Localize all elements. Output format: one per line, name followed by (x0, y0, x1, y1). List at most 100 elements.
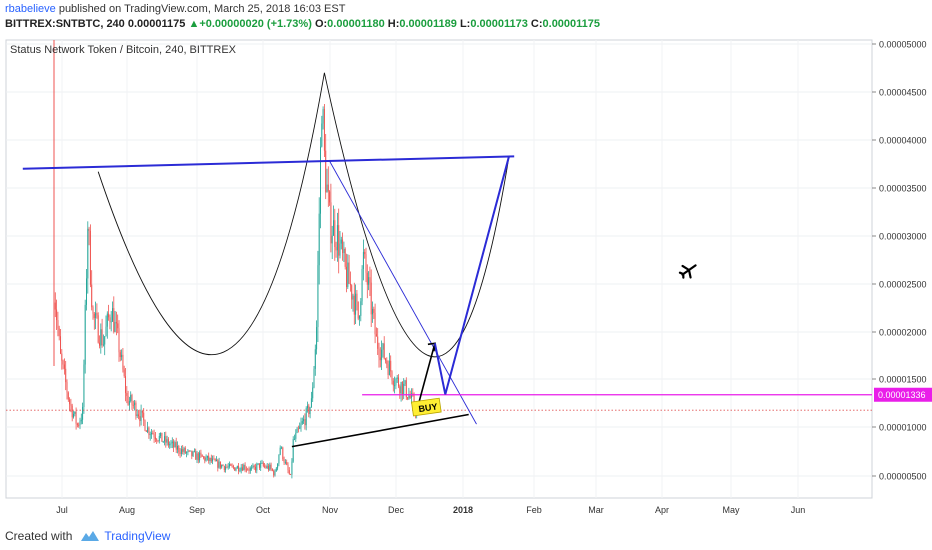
candle-body (210, 457, 212, 462)
candle-body (381, 349, 383, 361)
candle-body (57, 320, 59, 329)
grid (6, 40, 872, 498)
candle-body (296, 428, 298, 433)
candle-body (234, 467, 236, 471)
candle-body (247, 469, 249, 471)
candle-body (76, 423, 78, 425)
candle-body (219, 461, 221, 468)
candle-body (282, 447, 284, 460)
candle-body (408, 395, 410, 399)
candle-body (73, 413, 74, 418)
candle-body (273, 470, 275, 476)
candle-body (266, 465, 268, 469)
candle-body (127, 395, 129, 405)
candle-body (284, 462, 286, 463)
support-line[interactable] (291, 413, 469, 448)
candle-body (204, 456, 206, 461)
candle-body (162, 441, 164, 443)
low-value: 0.00001173 (470, 18, 528, 30)
symbol-label[interactable]: BITTREX:SNTBTC, 240 (5, 18, 125, 30)
candle-body (152, 432, 154, 435)
candle-body (305, 408, 307, 426)
candle-body (256, 464, 258, 471)
candle-body (213, 458, 215, 460)
candle-body (65, 368, 67, 383)
candle-body (339, 243, 341, 256)
price-label-box (874, 387, 932, 402)
candle-body (361, 269, 363, 302)
x-tick-label: Mar (588, 505, 604, 515)
buy-label-box[interactable] (411, 397, 442, 417)
candle-body (218, 461, 220, 468)
candle-body (312, 387, 314, 399)
descending-trendline[interactable] (329, 160, 477, 425)
candle-body (80, 419, 82, 422)
y-tick-label: 0.00001000 (879, 423, 927, 433)
ohlc-bar: BITTREX:SNTBTC, 240 0.00001175 ▲+0.00000… (5, 17, 925, 32)
candle-body (223, 465, 225, 470)
resistance-line[interactable] (22, 155, 515, 170)
candle-body (357, 301, 359, 319)
candle-body (56, 309, 58, 321)
candle-body (102, 344, 104, 346)
candle-body (101, 329, 103, 346)
candle-body (405, 380, 407, 398)
candle-body (161, 432, 163, 442)
cup-curve-left (97, 72, 325, 356)
plot-frame (5, 39, 873, 499)
candle-body (112, 308, 113, 322)
candle-body (134, 402, 136, 406)
candle-body (173, 441, 175, 448)
candle-body (362, 252, 364, 270)
candle-body (227, 466, 229, 468)
x-tick-label: Sep (189, 505, 205, 515)
candle-body (309, 407, 311, 415)
candle-body (338, 225, 340, 256)
candle-body (188, 450, 190, 452)
candle-body (264, 465, 266, 467)
buy-label: BUY (418, 402, 438, 415)
y-tick-label: 0.00004500 (879, 88, 927, 98)
y-axis[interactable]: 0.00000500 0.00001000 0.00001500 0.00002000… (872, 40, 932, 482)
candle-body (170, 443, 172, 445)
candle-body (281, 447, 282, 449)
candle-body (407, 397, 409, 399)
x-tick-label: Oct (256, 505, 271, 515)
x-axis[interactable]: Jul Aug Sep Oct Nov Dec 2018 Feb Mar Apr May Jun (56, 505, 805, 515)
candle-body (214, 458, 216, 462)
candle-body (175, 442, 177, 450)
chart-area[interactable]: BUY 0.00000500 0.00001000 0.00001500 0.0000… (0, 36, 932, 520)
publish-text: published on TradingView.com, March 25, … (55, 3, 346, 15)
candle-body (195, 451, 197, 460)
candle-body (403, 383, 405, 395)
candle-body (132, 404, 134, 406)
author-link[interactable]: rbabelieve (5, 3, 56, 15)
candle-body (201, 454, 203, 457)
open-value: 0.00001180 (327, 18, 385, 30)
candle-body (399, 386, 401, 394)
candle-body (271, 468, 273, 471)
candle-body (216, 459, 217, 462)
candle-body (249, 468, 251, 471)
tradingview-brand-link[interactable]: TradingView (104, 529, 171, 543)
candle-body (404, 380, 406, 384)
candle-body (164, 436, 165, 442)
price-chart[interactable]: BUY 0.000005000.000010000.000015000.0000… (0, 36, 932, 520)
projection-arrow[interactable] (417, 343, 436, 407)
projection-path[interactable] (433, 156, 510, 395)
candle-body (212, 458, 214, 462)
candle-body (61, 353, 63, 361)
candle-body (390, 360, 392, 372)
candle-body (58, 328, 60, 337)
candle-body (333, 220, 334, 236)
candle-body (113, 308, 115, 332)
candle-body (86, 278, 87, 305)
candle-body (375, 334, 377, 337)
candle-body (136, 414, 138, 416)
candle-body (377, 336, 379, 349)
drawings[interactable]: BUY (6, 72, 872, 448)
up-arrow-icon: ▲ (188, 18, 200, 30)
candle-body (330, 202, 332, 244)
candle-body (122, 354, 124, 370)
candle-body (199, 452, 201, 461)
